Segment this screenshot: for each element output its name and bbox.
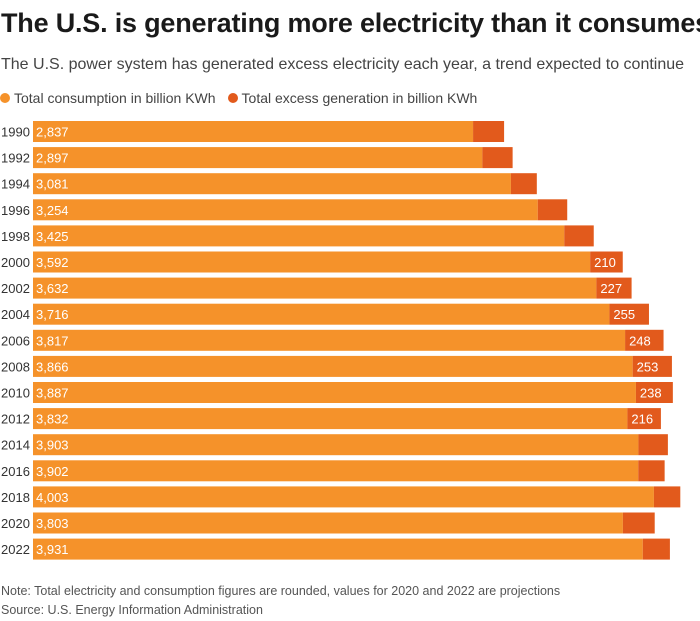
bar-excess [642,538,670,560]
data-label-consumption: 3,425 [36,229,69,244]
bar-excess [596,277,632,299]
y-tick-label: 2006 [1,333,30,348]
y-tick-label: 2016 [1,464,30,479]
data-label-excess: 210 [594,255,616,270]
bar-consumption [33,538,643,560]
y-tick-label: 1996 [1,203,30,218]
bar-consumption [33,225,565,247]
legend-item-excess: Total excess generation in billion KWh [227,90,478,106]
data-label-consumption: 4,003 [36,490,69,505]
y-tick-label: 2002 [1,281,30,296]
bar-consumption [33,147,483,169]
y-tick-label: 1998 [1,229,30,244]
bar-excess [638,434,668,456]
bar-consumption [33,251,591,273]
bar-consumption [33,277,597,299]
data-label-consumption: 2,837 [36,125,69,140]
bar-consumption [33,486,654,508]
bar-excess [653,486,681,508]
bar-excess [625,329,664,351]
bar-consumption [33,460,639,482]
data-label-consumption: 3,592 [36,255,69,270]
bar-excess [627,408,661,430]
y-tick-label: 2008 [1,359,30,374]
bar-excess [537,199,568,221]
y-tick-label: 1992 [1,151,30,166]
bar-excess [590,251,623,273]
bar-excess [482,147,513,169]
y-tick-label: 2022 [1,542,30,557]
data-label-consumption: 3,081 [36,177,69,192]
bar-consumption [33,382,636,403]
bar-excess [622,512,655,534]
bar-excess [564,225,594,247]
legend-label-excess: Total excess generation in billion KWh [241,90,478,106]
data-label-excess: 255 [613,307,635,322]
y-tick-label: 1994 [1,177,30,192]
chart-source: Source: U.S. Energy Information Administ… [1,603,263,617]
bar-excess [635,382,673,403]
data-label-consumption: 3,903 [36,438,69,453]
data-label-consumption: 3,632 [36,281,69,296]
data-label-consumption: 3,832 [36,412,69,427]
legend-swatch-excess [227,93,238,103]
bar-excess [638,460,665,482]
data-label-excess: 238 [640,386,662,401]
y-tick-label: 1990 [1,125,30,140]
bar-consumption [33,329,626,351]
legend: Total consumption in billion KWh Total e… [0,90,489,106]
chart-note: Note: Total electricity and consumption … [1,584,561,598]
data-label-excess: 227 [600,281,622,296]
bar-consumption [33,303,610,325]
data-label-consumption: 3,866 [36,359,69,374]
bar-consumption [33,408,628,430]
bar-consumption [33,173,511,195]
bar-consumption [33,434,639,456]
y-tick-label: 2010 [1,386,30,401]
legend-label-consumption: Total consumption in billion KWh [14,90,216,106]
y-tick-label: 2004 [1,307,30,322]
data-label-consumption: 3,254 [36,203,69,218]
data-label-consumption: 3,817 [36,333,69,348]
data-label-consumption: 2,897 [36,151,69,166]
bar-consumption [33,355,633,377]
data-label-consumption: 3,902 [36,464,69,479]
chart-title: The U.S. is generating more electricity … [1,8,700,38]
y-tick-label: 2000 [1,255,30,270]
data-label-consumption: 3,887 [36,386,69,401]
y-tick-label: 2018 [1,490,30,505]
bar-excess [609,303,649,325]
bar-chart: 1990 2,837 1992 2,897 1994 3,081 1996 3,254 1998… [1,121,681,560]
data-label-excess: 253 [637,359,659,374]
chart-subtitle: The U.S. power system has generated exce… [1,56,685,73]
bar-excess [510,173,537,195]
data-label-excess: 248 [629,333,651,348]
bar-excess [632,355,672,377]
data-label-consumption: 3,803 [36,516,69,531]
data-label-excess: 216 [631,412,653,427]
data-label-consumption: 3,716 [36,307,69,322]
y-tick-label: 2012 [1,412,30,427]
y-tick-label: 2020 [1,516,30,531]
data-label-consumption: 3,931 [36,542,69,557]
bar-consumption [33,199,538,221]
legend-swatch-consumption [0,93,10,103]
bar-consumption [33,512,623,534]
legend-item-consumption: Total consumption in billion KWh [0,90,216,106]
y-tick-label: 2014 [1,438,30,453]
bar-excess [473,121,505,142]
bar-consumption [33,121,474,142]
